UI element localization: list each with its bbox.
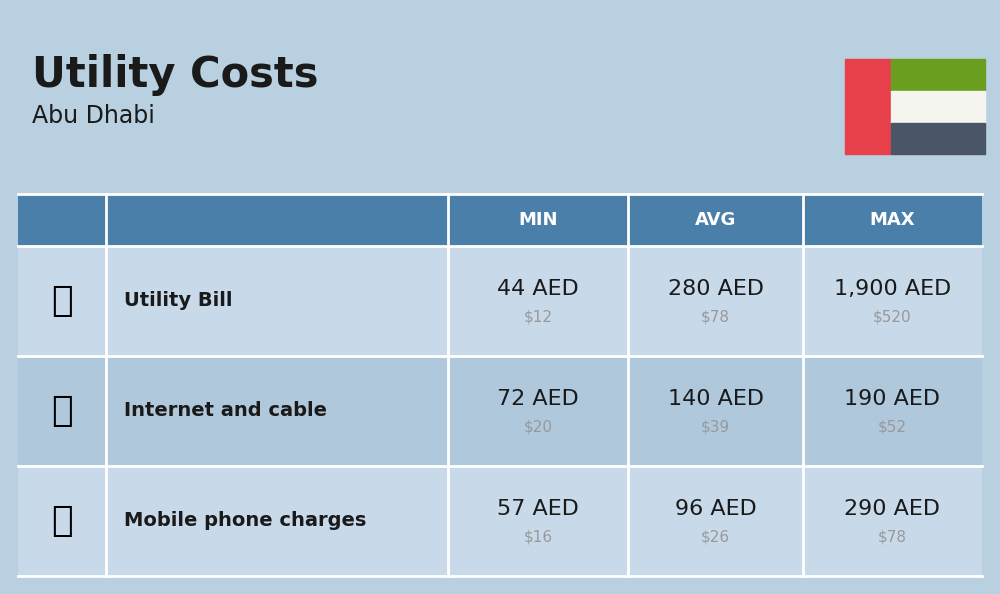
Text: $12: $12 <box>524 309 552 324</box>
Text: MIN: MIN <box>518 211 558 229</box>
Text: 🔧: 🔧 <box>51 284 73 318</box>
Text: $520: $520 <box>873 309 912 324</box>
Text: 1,900 AED: 1,900 AED <box>834 279 951 299</box>
Text: $78: $78 <box>701 309 730 324</box>
Bar <box>18 356 982 466</box>
Text: 📱: 📱 <box>51 504 73 538</box>
Text: $39: $39 <box>701 419 730 434</box>
Text: 190 AED: 190 AED <box>844 389 940 409</box>
Text: Mobile phone charges: Mobile phone charges <box>124 511 366 530</box>
Bar <box>43 502 81 540</box>
Text: AVG: AVG <box>695 211 736 229</box>
Bar <box>891 59 985 91</box>
Text: Utility Costs: Utility Costs <box>32 54 318 96</box>
Text: 96 AED: 96 AED <box>675 499 756 519</box>
Bar <box>845 59 891 154</box>
Text: 140 AED: 140 AED <box>668 389 764 409</box>
Text: $26: $26 <box>701 529 730 545</box>
Text: $16: $16 <box>523 529 553 545</box>
Text: MAX: MAX <box>870 211 915 229</box>
Text: $20: $20 <box>524 419 552 434</box>
Bar <box>18 466 982 576</box>
Text: Abu Dhabi: Abu Dhabi <box>32 104 155 128</box>
Text: $52: $52 <box>878 419 907 434</box>
Bar <box>18 246 982 356</box>
Bar <box>18 194 982 246</box>
Text: $78: $78 <box>878 529 907 545</box>
Text: Utility Bill: Utility Bill <box>124 292 232 311</box>
Text: 280 AED: 280 AED <box>668 279 764 299</box>
Bar <box>43 392 81 430</box>
Bar <box>891 122 985 154</box>
Text: 57 AED: 57 AED <box>497 499 579 519</box>
Text: Internet and cable: Internet and cable <box>124 402 327 421</box>
Text: 📶: 📶 <box>51 394 73 428</box>
Text: 44 AED: 44 AED <box>497 279 579 299</box>
Bar <box>43 282 81 320</box>
Bar <box>891 91 985 122</box>
Text: 290 AED: 290 AED <box>844 499 940 519</box>
Text: 72 AED: 72 AED <box>497 389 579 409</box>
